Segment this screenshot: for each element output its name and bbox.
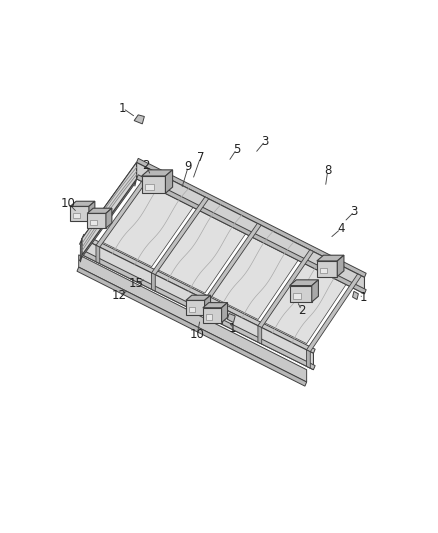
Polygon shape [158,201,252,293]
Polygon shape [311,280,318,302]
Polygon shape [77,267,306,386]
Polygon shape [102,173,199,266]
Text: 2: 2 [297,304,304,317]
Polygon shape [258,250,313,328]
Polygon shape [316,255,343,261]
Text: 4: 4 [336,222,344,236]
Polygon shape [82,163,136,255]
Polygon shape [87,213,106,228]
Polygon shape [78,255,306,382]
Polygon shape [82,238,313,370]
Text: 10: 10 [189,328,204,341]
Text: 12: 12 [111,289,126,302]
Text: 7: 7 [196,151,204,164]
Polygon shape [185,295,210,301]
Polygon shape [96,169,154,247]
Polygon shape [319,268,326,273]
Polygon shape [136,175,365,294]
Polygon shape [292,293,300,298]
Text: 10: 10 [61,197,76,210]
Polygon shape [96,245,99,264]
Polygon shape [145,184,153,190]
Polygon shape [202,308,221,322]
Polygon shape [258,326,261,344]
Polygon shape [316,261,336,277]
Polygon shape [165,170,172,193]
Polygon shape [151,197,208,274]
Polygon shape [79,163,136,245]
Polygon shape [204,300,208,318]
Text: 8: 8 [323,164,331,177]
Text: 3: 3 [350,205,357,218]
Polygon shape [88,201,95,221]
Polygon shape [204,223,261,301]
Polygon shape [82,235,314,353]
Polygon shape [134,115,144,124]
Polygon shape [70,201,95,206]
Text: 15: 15 [129,278,144,290]
Polygon shape [82,251,314,370]
Polygon shape [141,176,165,193]
Polygon shape [136,158,365,277]
Polygon shape [73,213,79,218]
Polygon shape [134,163,136,186]
Polygon shape [352,292,357,300]
Text: 1: 1 [228,322,236,335]
Polygon shape [205,314,212,320]
Text: 3: 3 [261,135,268,148]
Polygon shape [264,254,352,344]
Polygon shape [289,286,311,302]
Polygon shape [336,255,343,277]
Polygon shape [70,206,88,221]
Polygon shape [306,350,310,368]
Text: 1: 1 [359,292,367,304]
Polygon shape [136,163,364,294]
Polygon shape [202,303,227,308]
Polygon shape [289,280,318,286]
Polygon shape [87,208,112,213]
Polygon shape [90,220,96,225]
Polygon shape [227,313,235,322]
Polygon shape [106,208,112,228]
Text: 1: 1 [119,102,127,115]
Text: 5: 5 [232,143,240,156]
Polygon shape [221,303,227,322]
Polygon shape [188,307,195,312]
Polygon shape [204,295,210,315]
Polygon shape [79,179,136,261]
Polygon shape [306,274,360,352]
Polygon shape [185,301,204,315]
Polygon shape [151,273,155,291]
Polygon shape [80,238,82,262]
Text: 2: 2 [142,159,149,172]
Text: 9: 9 [184,160,191,173]
Polygon shape [141,170,172,176]
Polygon shape [211,227,304,319]
